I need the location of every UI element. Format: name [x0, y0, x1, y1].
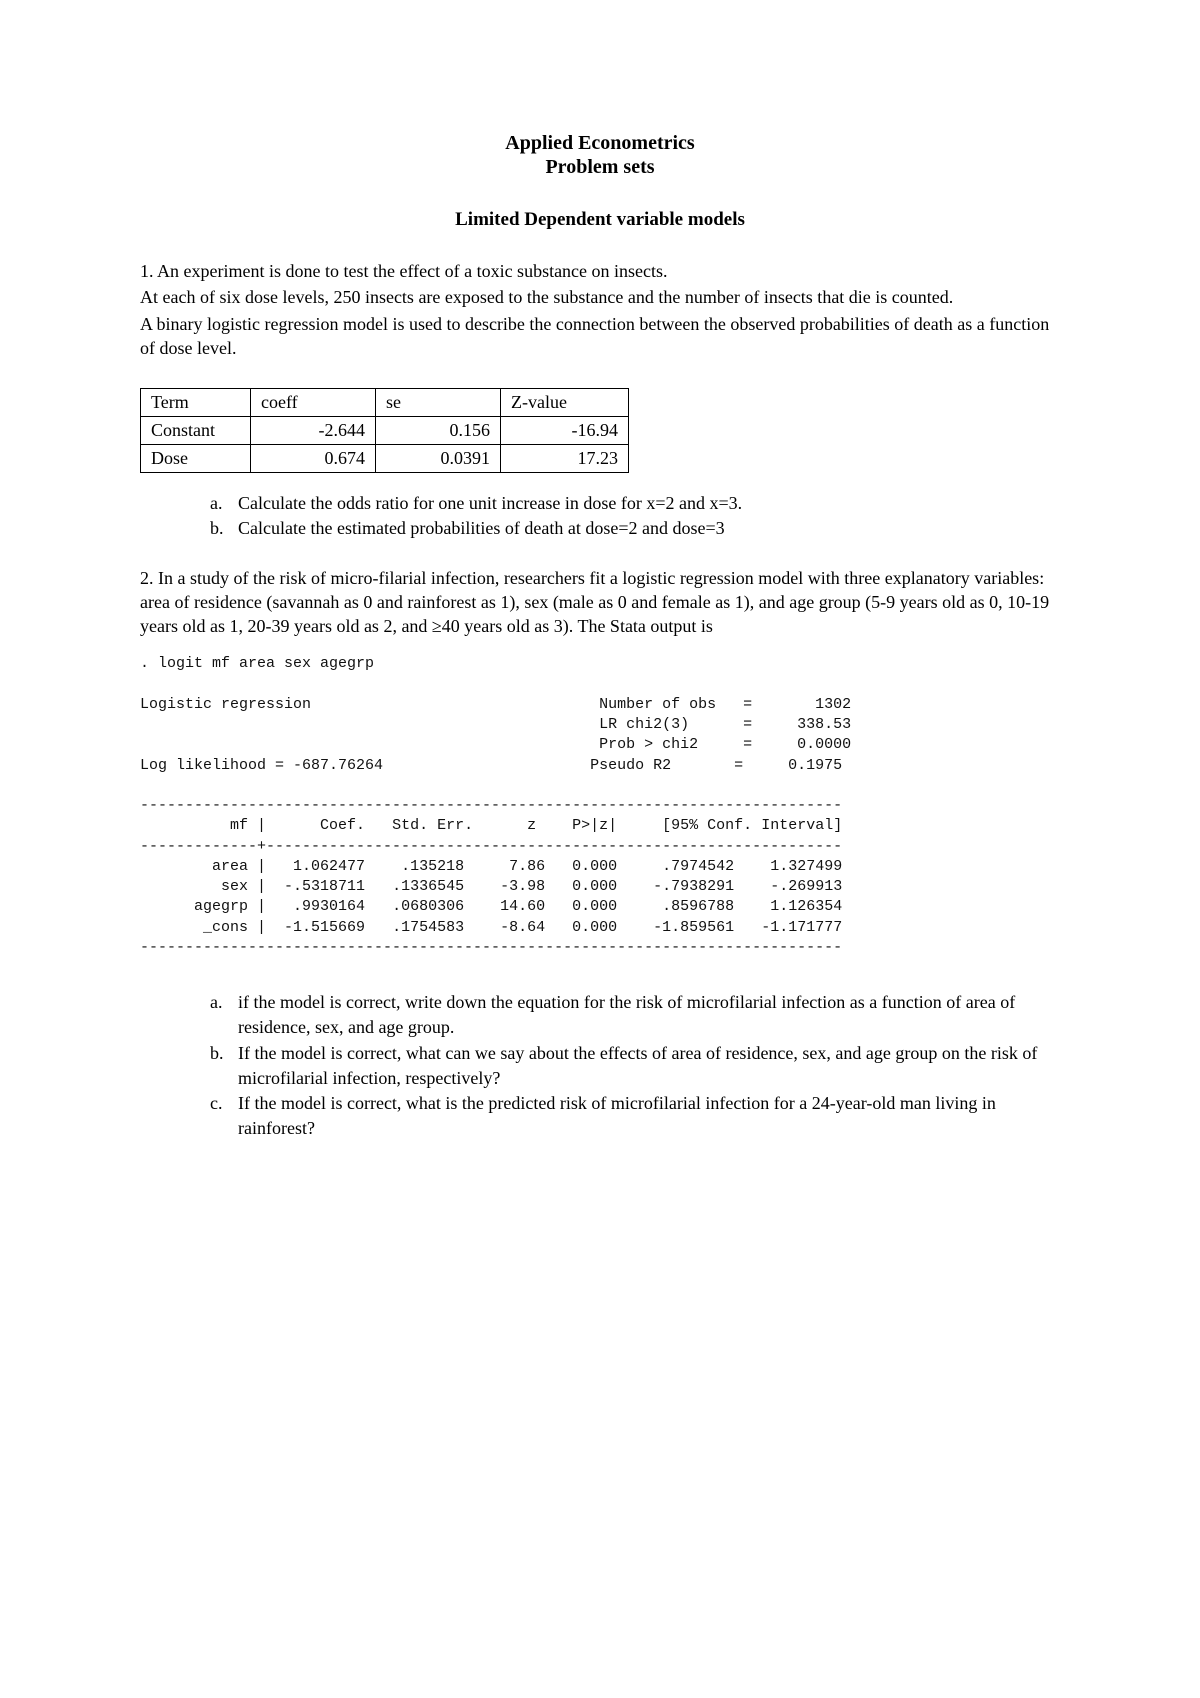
q2-intro: 2. In a study of the risk of micro-filar… — [140, 566, 1060, 639]
stata-var: agegrp — [194, 898, 248, 915]
section-heading: Limited Dependent variable models — [140, 209, 1060, 231]
stata-label: Number of obs — [599, 696, 716, 713]
stata-divider: ----------------------------------------… — [140, 797, 842, 814]
stata-divider: ----------------------------------------… — [140, 939, 842, 956]
table-row: Dose 0.674 0.0391 17.23 — [141, 445, 629, 473]
stata-value: 0.0000 — [797, 736, 851, 753]
stata-val: 1.126354 — [770, 898, 842, 915]
stata-val: -.5318711 — [284, 878, 365, 895]
stata-value: 338.53 — [797, 716, 851, 733]
stata-val: 0.000 — [572, 898, 617, 915]
stata-val: 7.86 — [509, 858, 545, 875]
stata-var: sex — [221, 878, 248, 895]
table-cell: Constant — [141, 417, 251, 445]
stata-col: Std. Err. — [392, 817, 473, 834]
list-item: c. If the model is correct, what is the … — [210, 1091, 1060, 1141]
stata-label: Prob > chi2 — [599, 736, 698, 753]
stata-val: .0680306 — [392, 898, 464, 915]
table-cell: 17.23 — [501, 445, 629, 473]
stata-val: .9930164 — [293, 898, 365, 915]
table-row: Term coeff se Z-value — [141, 389, 629, 417]
list-marker: c. — [210, 1091, 238, 1141]
list-marker: b. — [210, 1041, 238, 1091]
stata-val: 0.000 — [572, 858, 617, 875]
stata-val: 0.000 — [572, 878, 617, 895]
list-item-text: Calculate the odds ratio for one unit in… — [238, 491, 1060, 516]
stata-val: .7974542 — [662, 858, 734, 875]
list-item-text: If the model is correct, what is the pre… — [238, 1091, 1060, 1141]
stata-output: . logit mf area sex agegrp Logistic regr… — [140, 654, 1060, 958]
stata-val: -1.859561 — [653, 919, 734, 936]
stata-val: -1.171777 — [761, 919, 842, 936]
stata-val: 14.60 — [500, 898, 545, 915]
q2-parts: a. if the model is correct, write down t… — [140, 990, 1060, 1141]
stata-loglik: Log likelihood = -687.76264 — [140, 757, 383, 774]
list-item: a. Calculate the odds ratio for one unit… — [210, 491, 1060, 516]
stata-val: -8.64 — [500, 919, 545, 936]
stata-val: .1336545 — [392, 878, 464, 895]
q1-line3: A binary logistic regression model is us… — [140, 312, 1060, 361]
table-cell: 0.0391 — [376, 445, 501, 473]
list-marker: a. — [210, 990, 238, 1040]
stata-val: .1754583 — [392, 919, 464, 936]
stata-var: _cons — [203, 919, 248, 936]
list-item-text: If the model is correct, what can we say… — [238, 1041, 1060, 1091]
stata-label: Pseudo R2 — [590, 757, 671, 774]
stata-cmd: . logit mf area sex agegrp — [140, 655, 374, 672]
stata-col: P>|z| — [572, 817, 617, 834]
stata-header: Logistic regression — [140, 696, 311, 713]
table-header-cell: Z-value — [501, 389, 629, 417]
stata-col: Coef. — [320, 817, 365, 834]
list-marker: a. — [210, 491, 238, 516]
stata-col: z — [527, 817, 536, 834]
stata-val: .135218 — [401, 858, 464, 875]
stata-value: 1302 — [815, 696, 851, 713]
q1-line1: 1. An experiment is done to test the eff… — [140, 259, 1060, 283]
q1-line2: At each of six dose levels, 250 insects … — [140, 285, 1060, 309]
list-item: b. If the model is correct, what can we … — [210, 1041, 1060, 1091]
stata-col: mf — [230, 817, 248, 834]
stata-label: LR chi2(3) — [599, 716, 689, 733]
table-cell: -2.644 — [251, 417, 376, 445]
list-item-text: Calculate the estimated probabilities of… — [238, 516, 1060, 541]
table-cell: 0.156 — [376, 417, 501, 445]
stata-val: -3.98 — [500, 878, 545, 895]
stata-val: .8596788 — [662, 898, 734, 915]
list-item: a. if the model is correct, write down t… — [210, 990, 1060, 1040]
doc-subtitle: Problem sets — [140, 156, 1060, 179]
list-item-text: if the model is correct, write down the … — [238, 990, 1060, 1040]
stata-col: [95% Conf. Interval] — [662, 817, 842, 834]
list-marker: b. — [210, 516, 238, 541]
stata-val: -1.515669 — [284, 919, 365, 936]
stata-val: -.7938291 — [653, 878, 734, 895]
table-header-cell: Term — [141, 389, 251, 417]
table-cell: -16.94 — [501, 417, 629, 445]
table-cell: Dose — [141, 445, 251, 473]
stata-val: 0.000 — [572, 919, 617, 936]
list-item: b. Calculate the estimated probabilities… — [210, 516, 1060, 541]
stata-val: 1.327499 — [770, 858, 842, 875]
table-header-cell: se — [376, 389, 501, 417]
table-cell: 0.674 — [251, 445, 376, 473]
table-header-cell: coeff — [251, 389, 376, 417]
stata-value: 0.1975 — [788, 757, 842, 774]
table-row: Constant -2.644 0.156 -16.94 — [141, 417, 629, 445]
q1-table: Term coeff se Z-value Constant -2.644 0.… — [140, 388, 629, 473]
q1-parts: a. Calculate the odds ratio for one unit… — [140, 491, 1060, 541]
stata-divider: -------------+--------------------------… — [140, 838, 842, 855]
stata-val: 1.062477 — [293, 858, 365, 875]
doc-title: Applied Econometrics — [140, 130, 1060, 156]
stata-val: -.269913 — [770, 878, 842, 895]
stata-var: area — [212, 858, 248, 875]
